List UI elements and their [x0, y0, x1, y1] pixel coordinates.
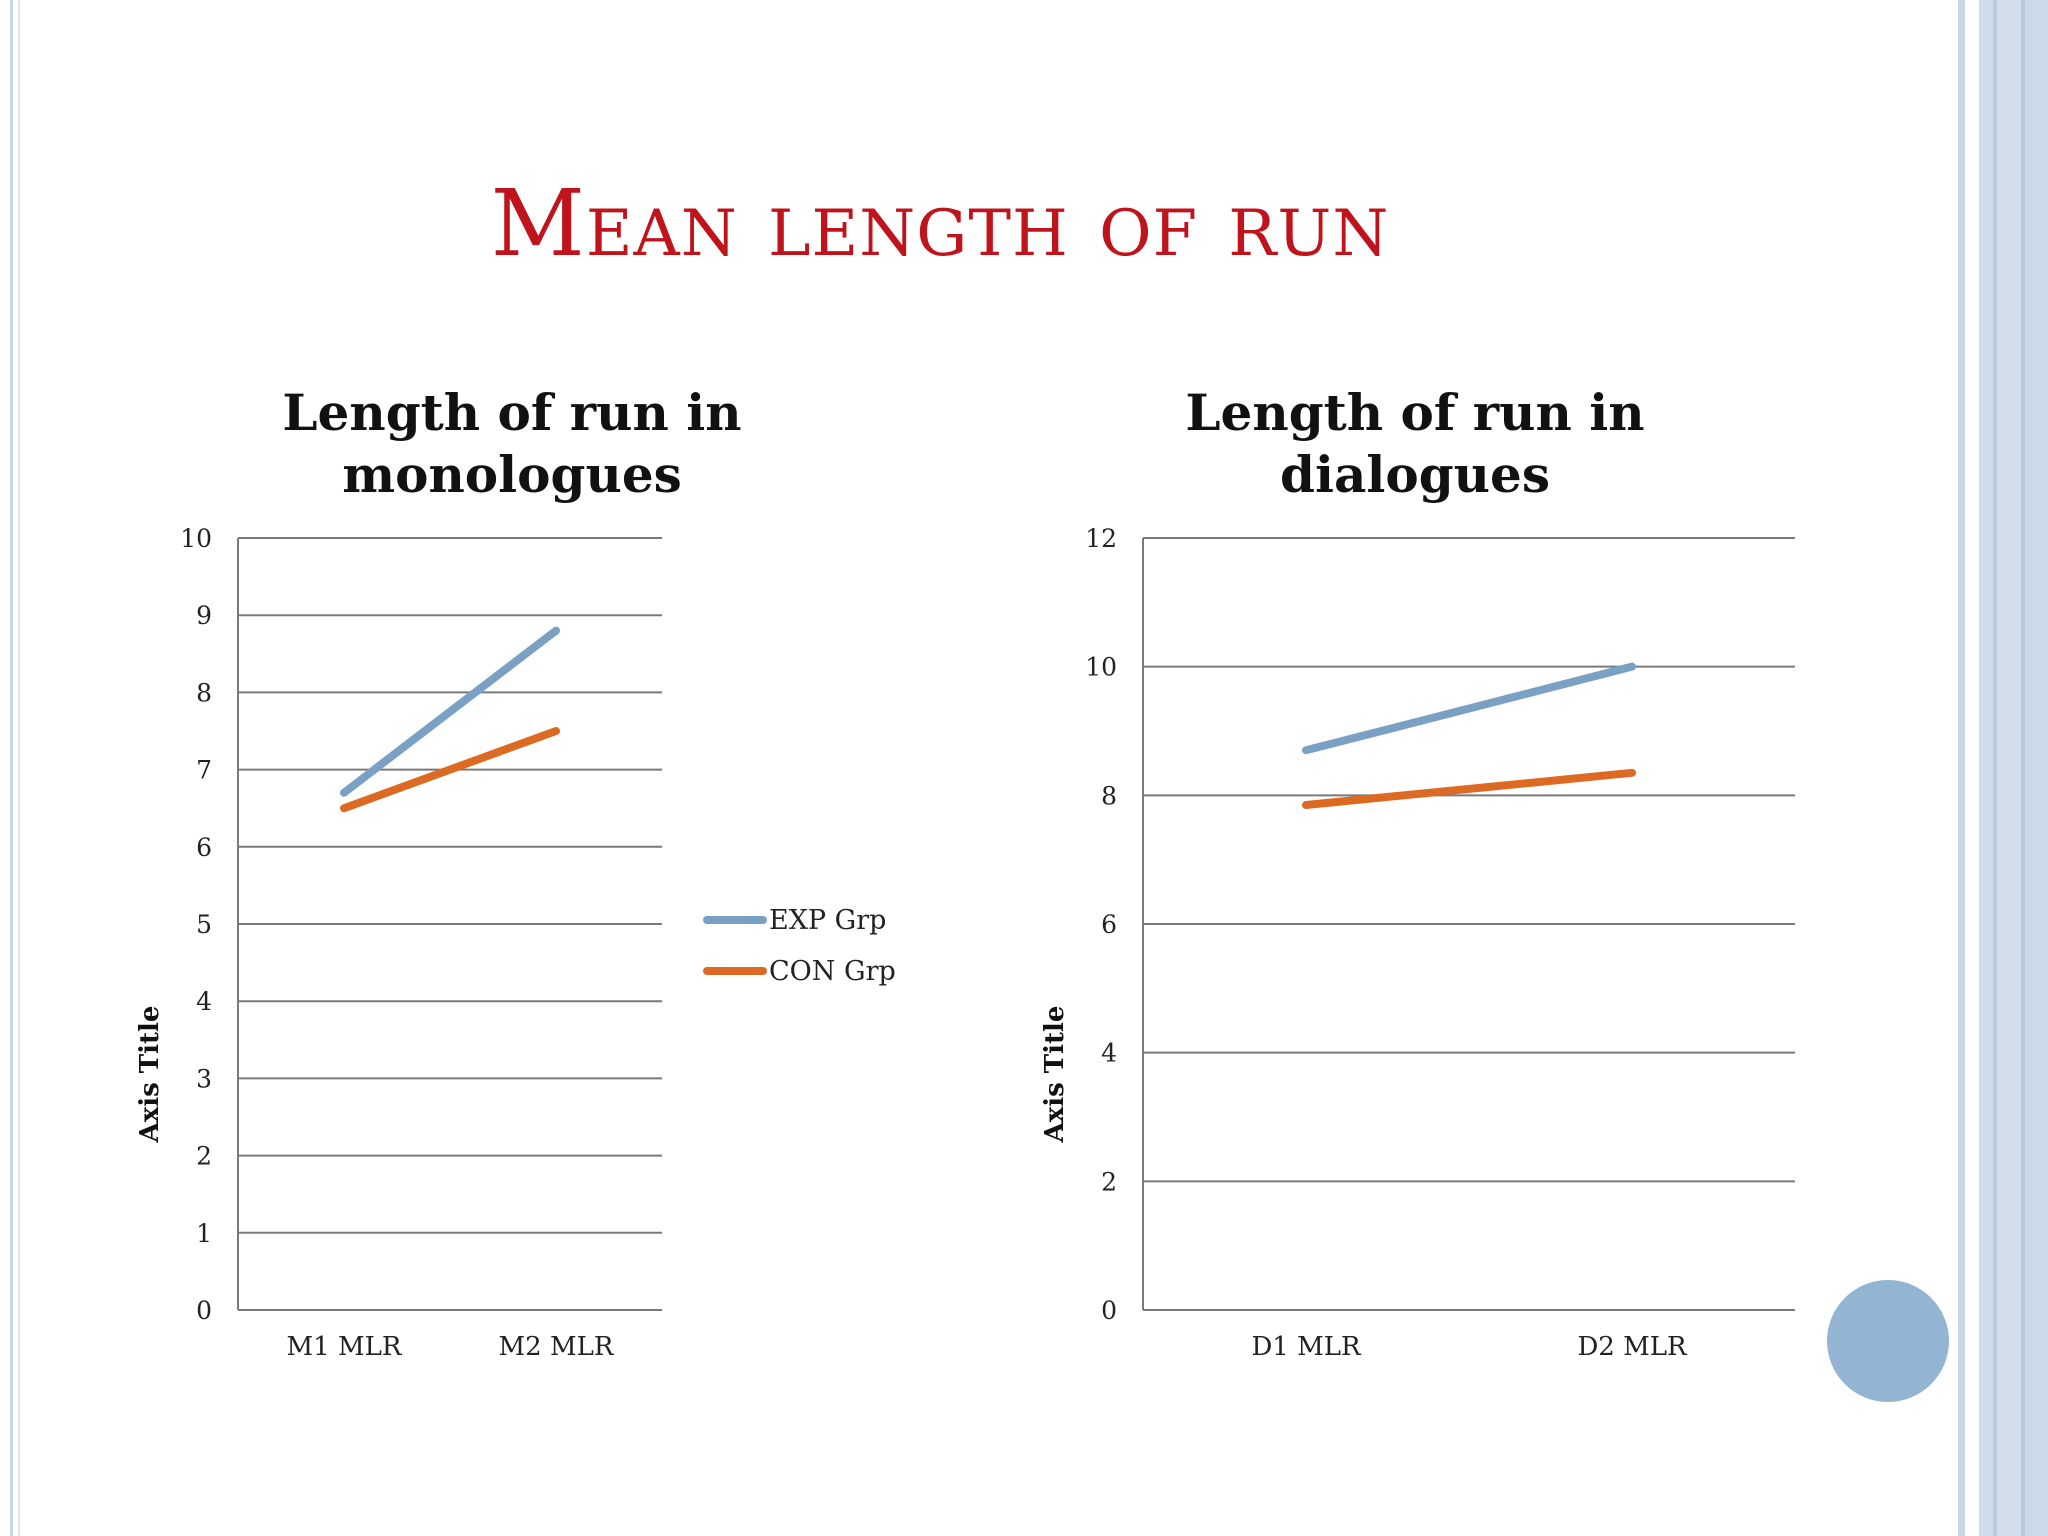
left-series-exp-line — [340, 626, 560, 797]
right-y-tick-label: 10 — [1085, 653, 1117, 682]
chart-right-title-line-1: Length of run in — [1185, 383, 1645, 442]
right-y-tick-label: 8 — [1101, 781, 1117, 810]
left-series-con-line — [340, 727, 560, 813]
left-y-tick-label: 0 — [196, 1296, 212, 1325]
left-y-tick-label: 7 — [196, 756, 212, 785]
right-y-tick-label: 12 — [1085, 524, 1117, 553]
left-y-tick-label: 10 — [180, 524, 212, 553]
left-x-tick-label: M1 MLR — [287, 1332, 403, 1362]
right-x-tick-label: D2 MLR — [1577, 1332, 1688, 1362]
right-y-tick-label: 0 — [1101, 1296, 1117, 1325]
right-y-tick-label: 4 — [1101, 1039, 1117, 1068]
right-series-con-line — [1302, 768, 1636, 809]
decorative-circle — [1827, 1280, 1949, 1402]
chart-right-title-line-2: dialogues — [1280, 445, 1550, 504]
left-y-tick-label: 4 — [196, 987, 212, 1016]
right-y-axis-title: Axis Title — [1040, 1006, 1070, 1144]
left-frame-border — [10, 0, 20, 1536]
right-y-tick-label: 6 — [1101, 910, 1117, 939]
right-y-tick-label: 2 — [1101, 1167, 1117, 1196]
left-y-tick-label: 3 — [196, 1064, 212, 1093]
chart-left-title-line-2: monologues — [342, 445, 682, 504]
legend-label-exp: EXP Grp — [769, 905, 886, 936]
left-y-tick-label: 1 — [196, 1219, 212, 1248]
left-x-tick-label: M2 MLR — [499, 1332, 615, 1362]
left-y-tick-label: 2 — [196, 1142, 212, 1171]
chart-right-title: Length of run in dialogues — [1135, 382, 1695, 506]
left-y-axis-title: Axis Title — [135, 1006, 165, 1144]
chart-left-title: Length of run in monologues — [232, 382, 792, 506]
chart-left-title-line-1: Length of run in — [282, 383, 742, 442]
legend-label-con: CON Grp — [769, 956, 896, 987]
right-frame-stripes — [1955, 0, 2048, 1536]
slide-title: Mean length of run — [490, 170, 1390, 277]
right-x-tick-label: D1 MLR — [1251, 1332, 1362, 1362]
left-y-tick-label: 6 — [196, 833, 212, 862]
left-y-tick-label: 8 — [196, 678, 212, 707]
left-y-tick-label: 9 — [196, 601, 212, 630]
left-y-tick-label: 5 — [196, 910, 212, 939]
right-series-exp-line — [1302, 662, 1636, 755]
